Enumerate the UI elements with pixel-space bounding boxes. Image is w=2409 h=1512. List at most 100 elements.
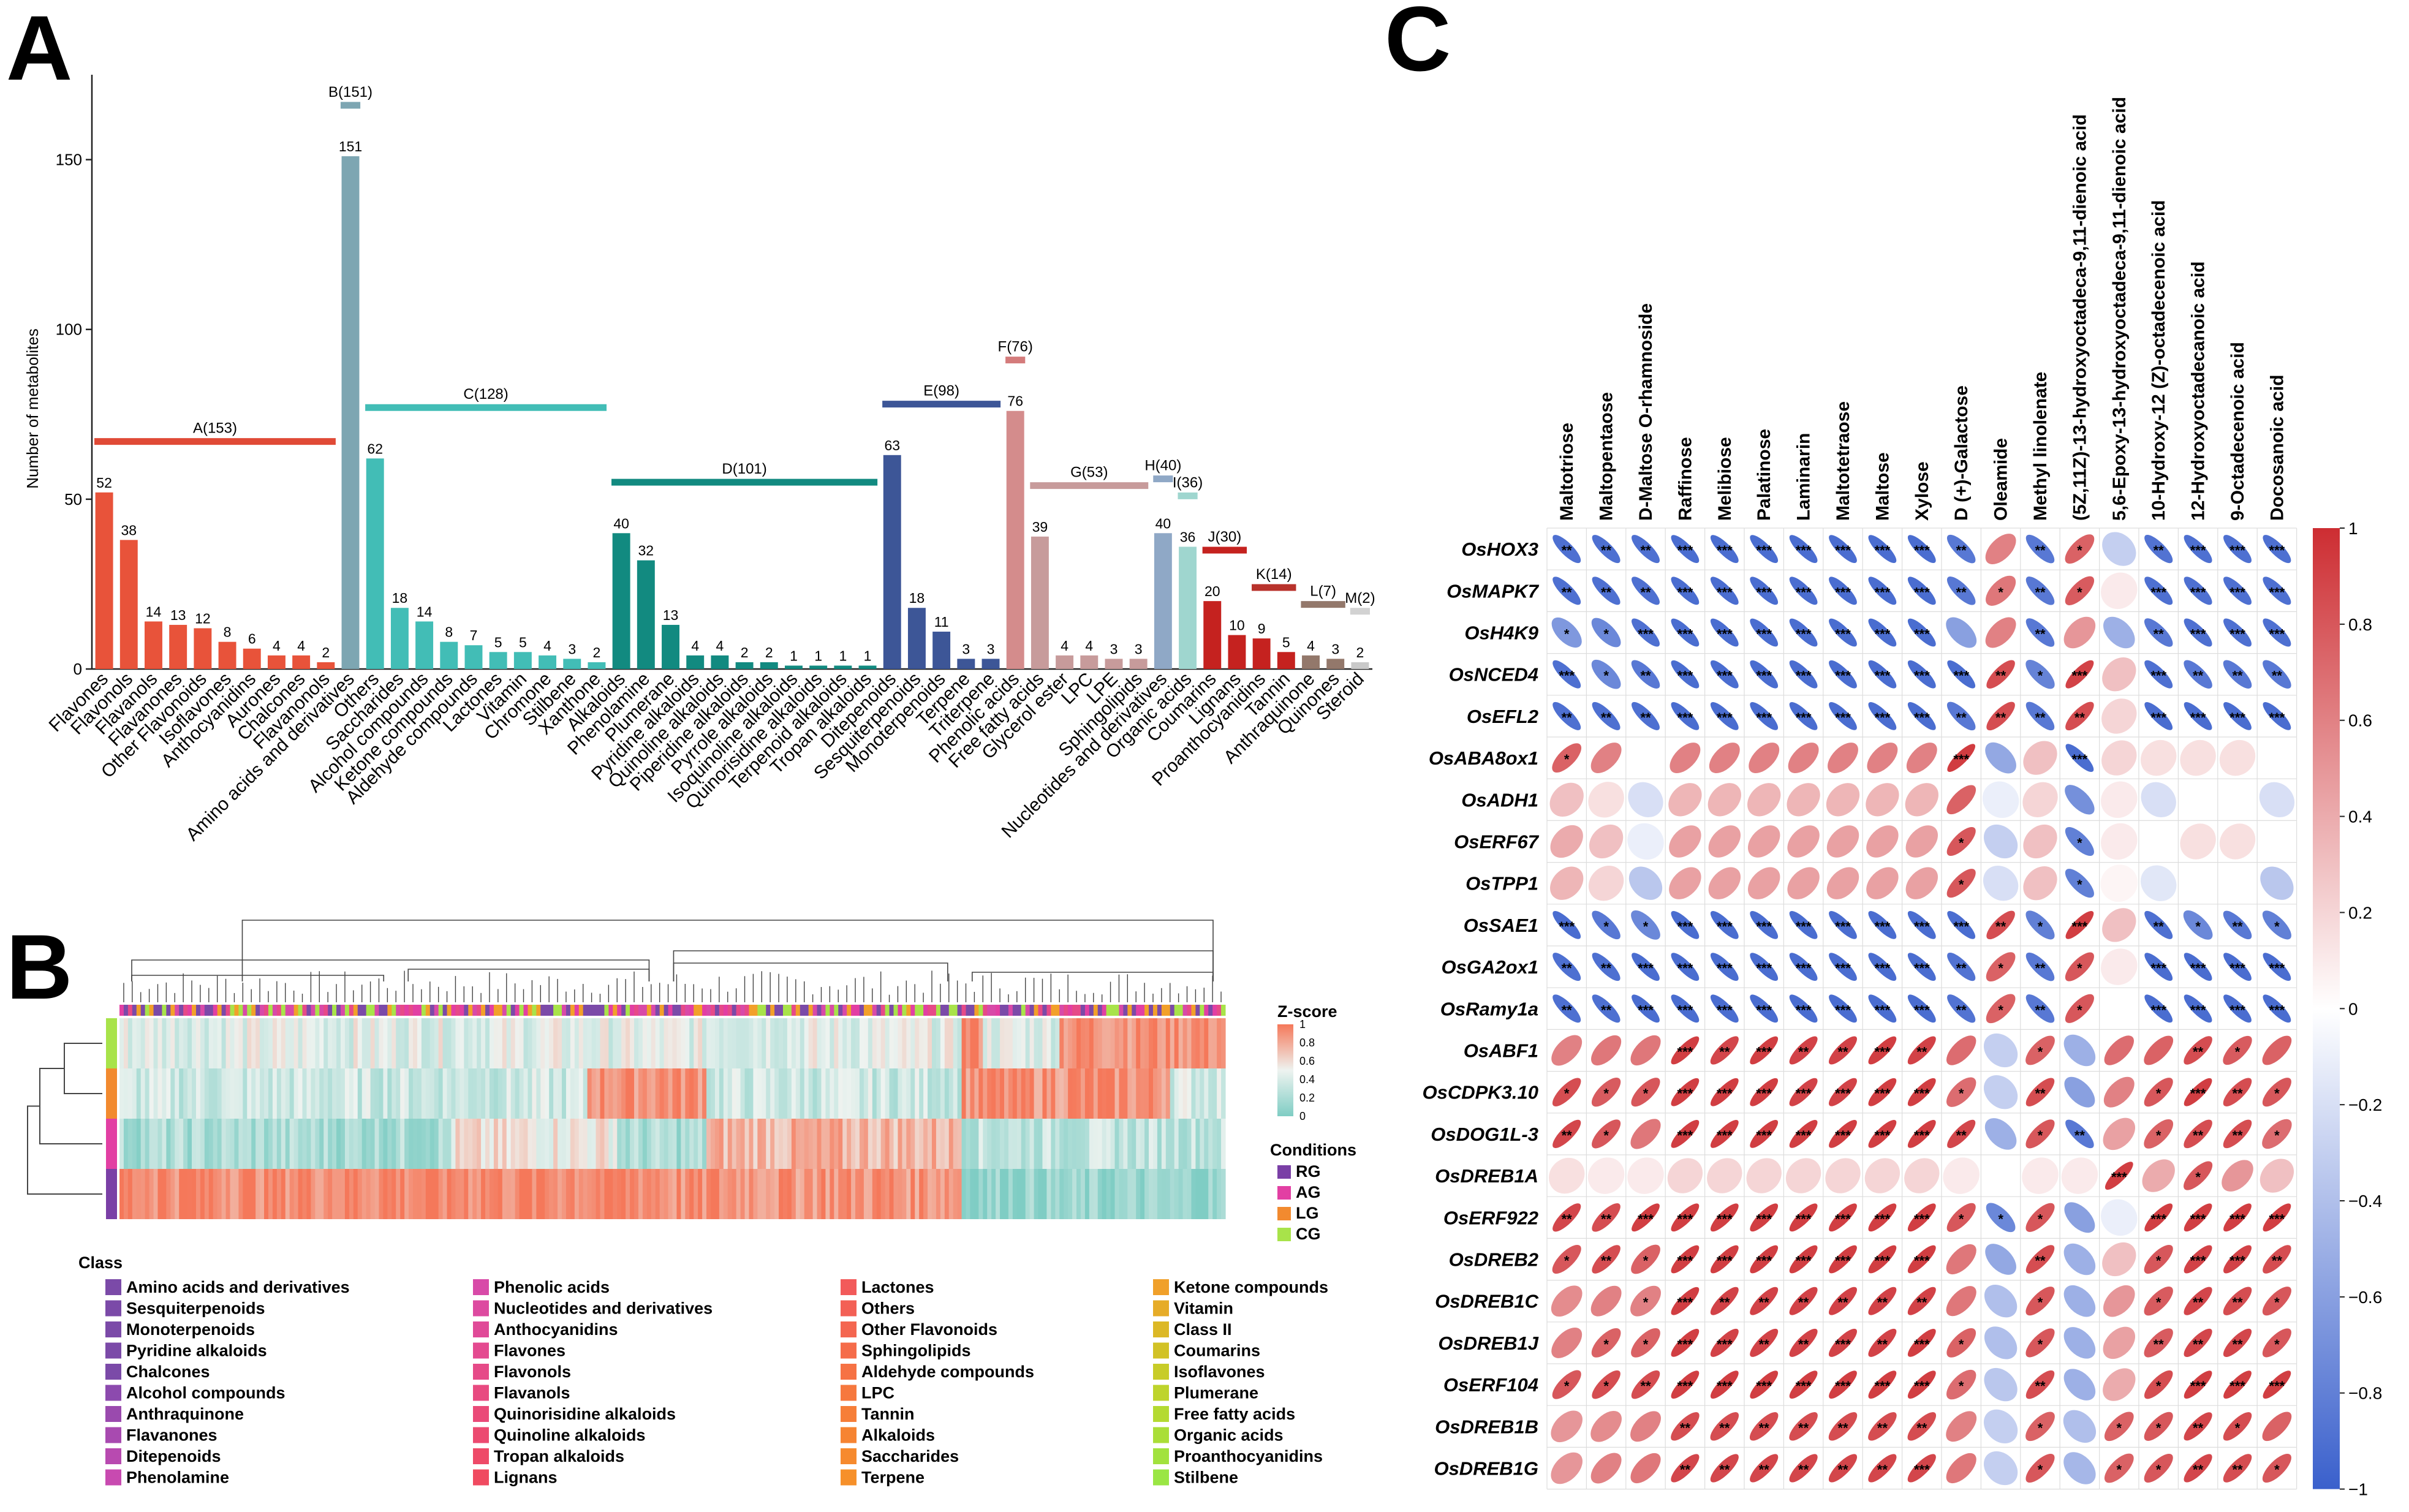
correlation-ellipse <box>1750 1203 1779 1232</box>
heatmap-cell <box>732 1018 737 1068</box>
heatmap-cell <box>978 1119 983 1169</box>
heatmap-cell <box>1178 1068 1184 1119</box>
heatmap-cell <box>596 1119 601 1169</box>
heatmap-cell <box>1114 1018 1120 1068</box>
column-label: Palatinose <box>1754 429 1774 521</box>
class-strip-cell <box>783 1005 788 1016</box>
class-label: Phenolamine <box>126 1469 229 1487</box>
significance-stars: * <box>2077 543 2082 558</box>
correlation-ellipse <box>1868 1245 1897 1274</box>
correlation-ellipse <box>2144 1119 2174 1149</box>
correlation-ellipse <box>1671 1287 1700 1315</box>
heatmap-cell <box>689 1169 694 1219</box>
condition-label: AG <box>1296 1183 1321 1201</box>
class-strip-cell <box>451 1005 456 1016</box>
bar-value-label: 2 <box>322 644 330 660</box>
class-swatch <box>105 1342 121 1359</box>
heatmap-cell <box>497 1119 503 1169</box>
correlation-ellipse <box>1829 618 1857 647</box>
class-strip-cell <box>655 1005 660 1016</box>
correlation-ellipse <box>2262 1035 2292 1065</box>
heatmap-cell <box>276 1169 282 1219</box>
significance-stars: ** <box>2035 543 2046 558</box>
heatmap-cell <box>676 1018 681 1068</box>
significance-stars: *** <box>1756 543 1772 558</box>
class-strip-cell <box>676 1005 681 1016</box>
class-strip-cell <box>1195 1005 1200 1016</box>
heatmap-cell <box>485 1068 490 1119</box>
significance-stars: * <box>2156 1420 2161 1435</box>
bar-value-label: 8 <box>445 624 453 640</box>
correlation-ellipse <box>2144 576 2173 605</box>
significance-stars: *** <box>1756 919 1772 934</box>
heatmap-cell <box>1076 1018 1081 1068</box>
heatmap-cell <box>834 1119 839 1169</box>
significance-stars: ** <box>1798 1295 1809 1310</box>
correlation-ellipse <box>2025 1412 2055 1442</box>
significance-stars: ** <box>1601 584 1612 600</box>
heatmap-cell <box>1038 1119 1043 1169</box>
bar-value-label: 39 <box>1032 519 1048 535</box>
class-strip-cell <box>919 1005 924 1016</box>
heatmap-cell <box>910 1068 915 1119</box>
heatmap-cell <box>387 1119 392 1169</box>
correlation-ellipse <box>2025 534 2055 564</box>
class-strip-cell <box>885 1005 890 1016</box>
heatmap-cell <box>634 1119 639 1169</box>
heatmap-cell <box>698 1119 703 1169</box>
heatmap-cell <box>685 1119 690 1169</box>
class-strip-cell <box>1208 1005 1213 1016</box>
heatmap-cell <box>1042 1119 1048 1169</box>
heatmap-cell <box>578 1169 584 1219</box>
correlation-ellipse <box>1628 782 1663 817</box>
bar-value-label: 14 <box>417 603 433 619</box>
heatmap-cell <box>1119 1018 1124 1068</box>
heatmap-cell <box>604 1018 609 1068</box>
heatmap-cell <box>1157 1119 1162 1169</box>
significance-stars: * <box>1643 919 1649 934</box>
class-swatch <box>1153 1427 1169 1443</box>
heatmap-cell <box>276 1068 282 1119</box>
heatmap-cell <box>1089 1018 1094 1068</box>
heatmap-cell <box>800 1169 805 1219</box>
significance-stars: ** <box>2035 710 2046 725</box>
correlation-ellipse <box>1750 1245 1779 1274</box>
correlation-ellipse <box>1789 994 1818 1023</box>
heatmap-cell <box>876 1018 882 1068</box>
correlation-ellipse <box>1667 1158 1703 1193</box>
bar <box>809 665 828 669</box>
heatmap-cell <box>651 1068 656 1119</box>
heatmap-cell <box>1182 1018 1188 1068</box>
heatmap-cell <box>876 1068 882 1119</box>
heatmap-cell <box>1127 1018 1132 1068</box>
bar <box>662 624 679 669</box>
heatmap-cell <box>812 1119 818 1169</box>
correlation-ellipse <box>2025 994 2055 1023</box>
significance-stars: *** <box>1756 961 1772 976</box>
dendrogram-link <box>673 962 948 981</box>
bar <box>1080 655 1099 669</box>
significance-stars: *** <box>1796 543 1812 558</box>
heatmap-cell <box>727 1119 733 1169</box>
correlation-ellipse <box>1750 994 1779 1023</box>
correlation-ellipse <box>1671 660 1700 689</box>
heatmap-cell <box>387 1018 392 1068</box>
heatmap-cell <box>157 1119 163 1169</box>
class-strip-cell <box>289 1005 295 1016</box>
bar-value-label: 12 <box>195 610 211 626</box>
heatmap-cell <box>974 1119 979 1169</box>
heatmap-cell <box>617 1169 622 1219</box>
heatmap-cell <box>311 1119 316 1169</box>
heatmap-cell <box>953 1068 958 1119</box>
heatmap-cell <box>127 1119 133 1169</box>
class-strip-cell <box>744 1005 749 1016</box>
heatmap-cell <box>281 1068 286 1119</box>
heatmap-cell <box>1132 1068 1136 1119</box>
heatmap-cell <box>876 1169 882 1219</box>
class-strip-cell <box>689 1005 694 1016</box>
bar-value-label: 3 <box>568 641 576 657</box>
bar-value-label: 4 <box>297 638 305 654</box>
significance-stars: *** <box>2190 1002 2206 1018</box>
heatmap-cell <box>617 1018 622 1068</box>
